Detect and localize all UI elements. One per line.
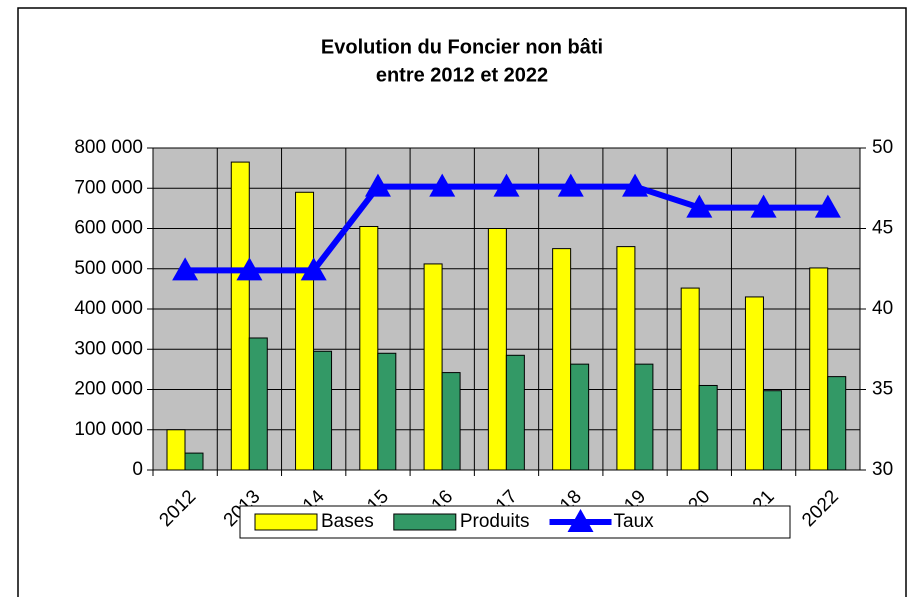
- bar: [377, 352, 397, 471]
- bar: [809, 267, 829, 471]
- y2-tick-label: 30: [872, 459, 893, 480]
- legend-label: Produits: [460, 511, 530, 532]
- bar: [423, 263, 443, 471]
- bar: [744, 296, 764, 471]
- line-marker: [236, 257, 263, 281]
- bar: [248, 337, 268, 471]
- bar: [827, 376, 847, 471]
- bar: [505, 354, 525, 471]
- line-marker: [622, 173, 649, 197]
- bar: [698, 384, 718, 471]
- bar: [616, 246, 636, 471]
- y-tick-label: 0: [132, 459, 143, 480]
- bar: [359, 225, 379, 471]
- y-tick-label: 300 000: [74, 338, 143, 359]
- legend-box: [239, 505, 791, 539]
- legend-swatch: [254, 513, 318, 531]
- bar: [295, 191, 315, 471]
- line-marker: [557, 173, 584, 197]
- line-marker: [300, 257, 327, 281]
- bar: [487, 228, 507, 471]
- bar: [570, 363, 590, 471]
- line-marker: [814, 194, 841, 218]
- bar: [230, 161, 250, 471]
- legend-marker: [567, 509, 594, 532]
- bar: [313, 350, 333, 471]
- y-tick-label: 200 000: [74, 379, 143, 400]
- bar: [680, 287, 700, 471]
- legend-swatch: [393, 513, 457, 531]
- bar: [184, 452, 204, 471]
- bar: [166, 429, 186, 471]
- y-tick-label: 800 000: [74, 137, 143, 158]
- line-marker: [429, 173, 456, 197]
- bar: [762, 390, 782, 471]
- chart-subtitle: entre 2012 et 2022: [376, 64, 548, 86]
- legend-label: Taux: [614, 511, 655, 532]
- line-marker: [493, 173, 520, 197]
- y-tick-label: 600 000: [74, 218, 143, 239]
- y2-tick-label: 40: [872, 298, 893, 319]
- y2-tick-label: 45: [872, 218, 893, 239]
- bar: [552, 248, 572, 471]
- bar: [634, 363, 654, 471]
- y-tick-label: 400 000: [74, 298, 143, 319]
- bar: [441, 372, 461, 471]
- y-tick-label: 100 000: [74, 419, 143, 440]
- y-tick-label: 700 000: [74, 177, 143, 198]
- line-marker: [364, 173, 391, 197]
- chart-title: Evolution du Foncier non bâti: [321, 36, 603, 58]
- y2-tick-label: 35: [872, 379, 893, 400]
- y-tick-label: 500 000: [74, 258, 143, 279]
- line-marker: [686, 194, 713, 218]
- line-marker: [172, 257, 199, 281]
- legend-label: Bases: [321, 511, 374, 532]
- line-marker: [750, 194, 777, 218]
- y2-tick-label: 50: [872, 137, 893, 158]
